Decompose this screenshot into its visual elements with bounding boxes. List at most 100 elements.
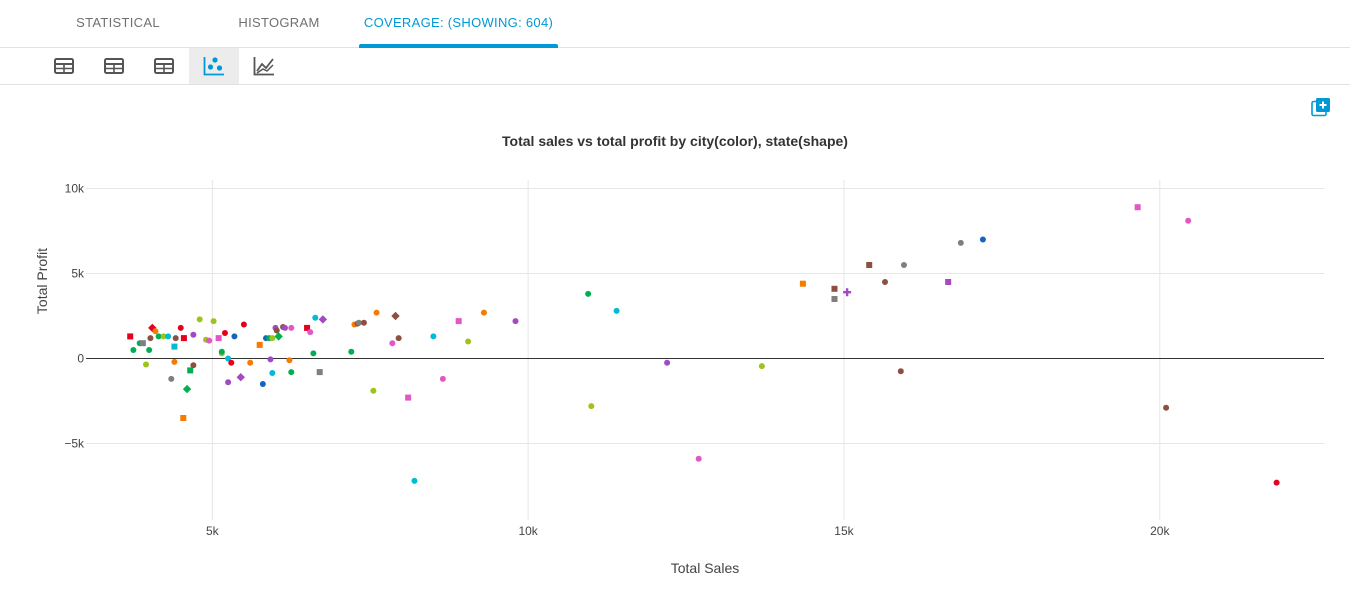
data-point[interactable]	[130, 347, 137, 353]
data-point[interactable]	[171, 343, 178, 350]
data-point[interactable]	[304, 324, 311, 331]
data-point[interactable]	[269, 369, 276, 376]
data-point[interactable]	[1134, 204, 1141, 211]
data-point[interactable]	[979, 236, 986, 243]
data-point[interactable]	[310, 350, 317, 357]
data-point[interactable]	[160, 333, 167, 340]
data-point[interactable]	[267, 356, 274, 363]
data-point[interactable]	[155, 333, 162, 340]
data-point[interactable]	[455, 318, 462, 325]
data-point[interactable]	[127, 333, 134, 340]
data-point[interactable]	[405, 394, 412, 401]
data-point[interactable]	[180, 335, 187, 342]
data-point[interactable]	[831, 285, 838, 292]
tab-coverage[interactable]: COVERAGE: (SHOWING: 604)	[359, 0, 558, 48]
data-point[interactable]	[165, 333, 172, 340]
data-point[interactable]	[240, 321, 247, 328]
data-point[interactable]	[171, 358, 178, 365]
data-point[interactable]	[206, 337, 213, 344]
data-point[interactable]	[373, 309, 380, 316]
data-point[interactable]	[355, 319, 362, 326]
x-tick-label: 20k	[1150, 524, 1170, 538]
data-point[interactable]	[210, 318, 217, 325]
data-point[interactable]	[286, 357, 293, 364]
data-point[interactable]	[585, 290, 592, 297]
data-point[interactable]	[480, 309, 487, 316]
data-point[interactable]	[146, 347, 153, 353]
data-point[interactable]	[799, 280, 806, 287]
data-point[interactable]	[430, 333, 437, 340]
data-point[interactable]	[395, 335, 402, 342]
data-point[interactable]	[882, 279, 889, 285]
tab-histogram[interactable]: HISTOGRAM	[238, 15, 320, 30]
data-point[interactable]	[307, 329, 314, 336]
data-point[interactable]	[866, 262, 873, 268]
data-point[interactable]	[274, 332, 283, 341]
data-point[interactable]	[273, 327, 280, 334]
data-point[interactable]	[190, 362, 197, 369]
data-point[interactable]	[247, 359, 254, 366]
data-point[interactable]	[897, 368, 904, 375]
data-point[interactable]	[168, 375, 175, 382]
data-point[interactable]	[225, 379, 232, 386]
data-point[interactable]	[411, 477, 418, 484]
add-chart-button[interactable]	[1311, 97, 1331, 117]
data-point[interactable]	[180, 415, 187, 421]
data-point[interactable]	[613, 307, 620, 314]
data-point[interactable]	[1273, 479, 1280, 486]
data-point[interactable]	[1163, 404, 1170, 411]
data-point[interactable]	[957, 239, 964, 246]
data-point[interactable]	[288, 369, 295, 376]
data-point[interactable]	[269, 335, 276, 342]
table-view-button-3[interactable]	[139, 48, 189, 84]
data-point[interactable]	[348, 348, 355, 355]
data-point[interactable]	[900, 262, 907, 268]
data-point[interactable]	[231, 333, 238, 340]
data-point[interactable]	[221, 330, 228, 336]
data-point[interactable]	[1185, 217, 1192, 224]
tab-statistical[interactable]: STATISTICAL	[76, 15, 160, 30]
data-point[interactable]	[196, 316, 203, 323]
data-point[interactable]	[256, 341, 263, 348]
data-point[interactable]	[758, 363, 765, 370]
data-point[interactable]	[664, 359, 671, 366]
data-point[interactable]	[288, 324, 295, 331]
data-point[interactable]	[512, 318, 519, 325]
data-point[interactable]	[312, 314, 319, 321]
data-point[interactable]	[588, 403, 595, 410]
data-point[interactable]	[318, 315, 328, 324]
data-point[interactable]	[843, 288, 852, 297]
data-point[interactable]	[172, 335, 179, 342]
data-point[interactable]	[439, 375, 446, 382]
data-point[interactable]	[177, 324, 184, 331]
data-point[interactable]	[182, 384, 192, 394]
data-point[interactable]	[259, 381, 266, 387]
table-view-button-1[interactable]	[39, 48, 89, 84]
data-point[interactable]	[316, 369, 323, 376]
data-point[interactable]	[360, 319, 367, 326]
data-point[interactable]	[187, 367, 194, 374]
chart-grid	[86, 180, 1324, 520]
data-point[interactable]	[945, 279, 952, 285]
scatter-view-button[interactable]	[189, 48, 239, 84]
data-point[interactable]	[695, 455, 702, 462]
table-view-button-2[interactable]	[89, 48, 139, 84]
data-point[interactable]	[370, 387, 377, 394]
data-point[interactable]	[228, 359, 235, 366]
data-point[interactable]	[465, 338, 472, 345]
data-point[interactable]	[190, 331, 197, 338]
data-point[interactable]	[147, 335, 154, 342]
data-point[interactable]	[281, 324, 288, 331]
data-point[interactable]	[225, 355, 232, 362]
data-point[interactable]	[139, 340, 146, 347]
data-point[interactable]	[236, 373, 245, 382]
data-point[interactable]	[215, 335, 222, 342]
line-view-button[interactable]	[239, 48, 289, 84]
data-point[interactable]	[152, 328, 159, 335]
data-point[interactable]	[218, 348, 225, 355]
view-toolbar	[0, 48, 1350, 85]
data-point[interactable]	[389, 340, 396, 347]
data-point[interactable]	[143, 361, 150, 368]
data-point[interactable]	[831, 296, 838, 302]
data-point[interactable]	[391, 311, 400, 321]
